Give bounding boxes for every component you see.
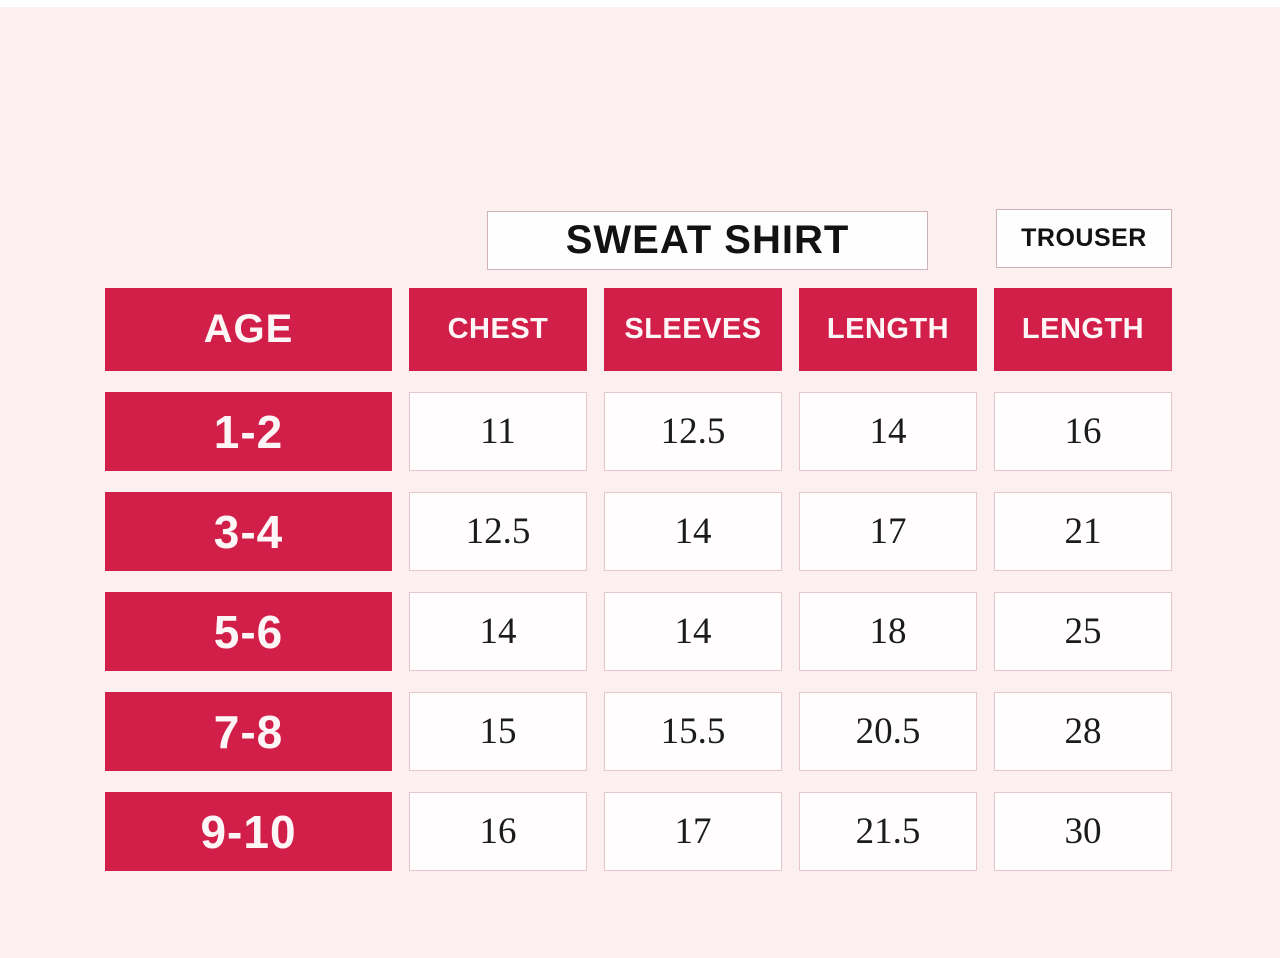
sleeves-column-header: SLEEVES (604, 288, 782, 371)
sweat-shirt-group-header: SWEAT SHIRT (487, 211, 928, 270)
table-cell-sleeves: 12.5 (604, 392, 782, 471)
table-cell-chest: 16 (409, 792, 587, 871)
table-cell-length: 17 (799, 492, 977, 571)
size-table: AGE CHEST SLEEVES LENGTH LENGTH 1-2 11 1… (105, 288, 1172, 871)
age-row-label: 7-8 (105, 692, 392, 771)
table-cell-chest: 12.5 (409, 492, 587, 571)
sweat-shirt-label: SWEAT SHIRT (565, 218, 850, 262)
table-cell-sleeves: 17 (604, 792, 782, 871)
age-row-label: 3-4 (105, 492, 392, 571)
table-cell-trouser-length: 21 (994, 492, 1172, 571)
table-cell-sleeves: 15.5 (604, 692, 782, 771)
table-cell-length: 20.5 (799, 692, 977, 771)
trouser-group-header: TROUSER (996, 209, 1172, 268)
table-cell-trouser-length: 28 (994, 692, 1172, 771)
length-column-header: LENGTH (799, 288, 977, 371)
table-cell-length: 18 (799, 592, 977, 671)
table-cell-sleeves: 14 (604, 592, 782, 671)
age-row-label: 5-6 (105, 592, 392, 671)
age-row-label: 1-2 (105, 392, 392, 471)
table-cell-trouser-length: 25 (994, 592, 1172, 671)
age-row-label: 9-10 (105, 792, 392, 871)
chest-column-header: CHEST (409, 288, 587, 371)
trouser-label: TROUSER (1021, 224, 1147, 252)
table-cell-chest: 14 (409, 592, 587, 671)
table-cell-sleeves: 14 (604, 492, 782, 571)
trouser-length-column-header: LENGTH (994, 288, 1172, 371)
table-cell-trouser-length: 16 (994, 392, 1172, 471)
table-cell-chest: 11 (409, 392, 587, 471)
top-strip (0, 0, 1280, 7)
table-cell-length: 14 (799, 392, 977, 471)
table-cell-length: 21.5 (799, 792, 977, 871)
table-cell-trouser-length: 30 (994, 792, 1172, 871)
table-cell-chest: 15 (409, 692, 587, 771)
age-column-header: AGE (105, 288, 392, 371)
